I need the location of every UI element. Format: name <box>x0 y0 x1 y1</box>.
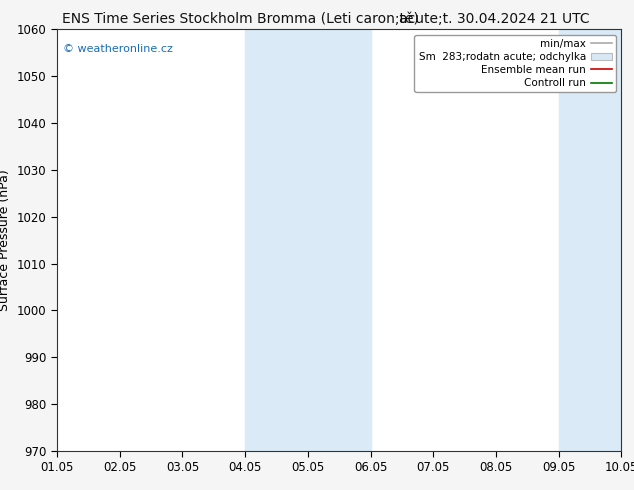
Text: © weatheronline.cz: © weatheronline.cz <box>63 44 172 54</box>
Legend: min/max, Sm  283;rodatn acute; odchylka, Ensemble mean run, Controll run: min/max, Sm 283;rodatn acute; odchylka, … <box>415 35 616 92</box>
Bar <box>559 29 621 451</box>
Text: ENS Time Series Stockholm Bromma (Leti caron;tě): ENS Time Series Stockholm Bromma (Leti c… <box>63 12 419 26</box>
Text: acute;t. 30.04.2024 21 UTC: acute;t. 30.04.2024 21 UTC <box>399 12 590 26</box>
Bar <box>245 29 370 451</box>
Y-axis label: Surface Pressure (hPa): Surface Pressure (hPa) <box>0 169 11 311</box>
